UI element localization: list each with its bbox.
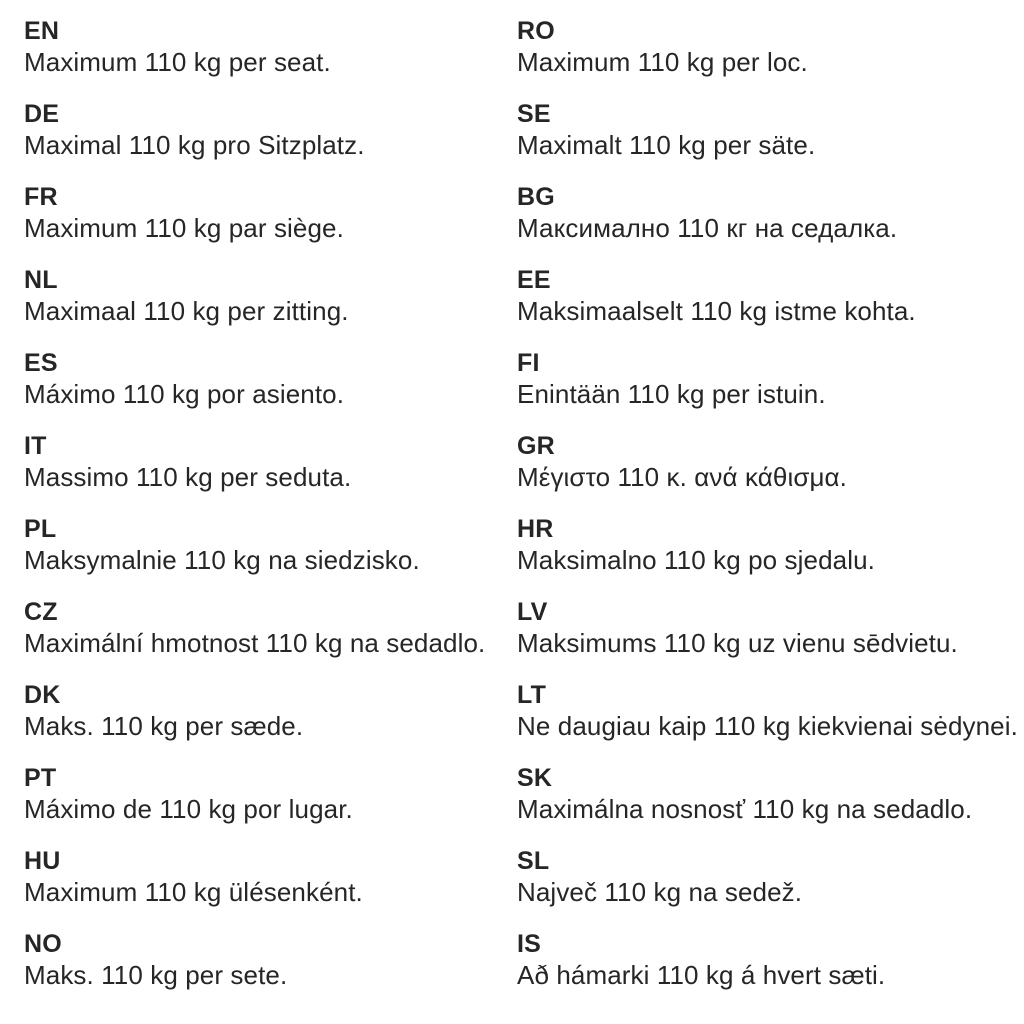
entry-fr: FR Maximum 110 kg par siège.	[24, 182, 517, 244]
entry-ee: EE Maksimaalselt 110 kg istme kohta.	[517, 265, 1024, 327]
entry-bg: BG Максимално 110 кг на седалка.	[517, 182, 1024, 244]
translation-text: Maksimalno 110 kg po sjedalu.	[517, 545, 875, 575]
entry-fi: FI Enintään 110 kg per istuin.	[517, 348, 1024, 410]
language-code: PL	[24, 515, 57, 543]
language-code: IT	[24, 432, 47, 460]
language-code: SE	[517, 100, 551, 128]
translation-text: Máximo 110 kg por asiento.	[24, 379, 345, 409]
translation-text: Að hámarki 110 kg á hvert sæti.	[517, 960, 886, 990]
language-code: EE	[517, 266, 551, 294]
left-column: EN Maximum 110 kg per seat. DE Maximal 1…	[24, 16, 517, 1012]
entry-sk: SK Maximálna nosnosť 110 kg na sedadlo.	[517, 763, 1024, 825]
language-code: ES	[24, 349, 58, 377]
translation-text: Največ 110 kg na sedež.	[517, 877, 803, 907]
translation-text: Maksymalnie 110 kg na siedzisko.	[24, 545, 420, 575]
translation-text: Maks. 110 kg per sete.	[24, 960, 288, 990]
translation-text: Maks. 110 kg per sæde.	[24, 711, 304, 741]
language-code: SK	[517, 764, 553, 792]
language-code: DK	[24, 681, 61, 709]
translation-text: Ne daugiau kaip 110 kg kiekvienai sėdyne…	[517, 711, 1018, 741]
translation-text: Massimo 110 kg per seduta.	[24, 462, 352, 492]
entry-is: IS Að hámarki 110 kg á hvert sæti.	[517, 929, 1024, 991]
entry-it: IT Massimo 110 kg per seduta.	[24, 431, 517, 493]
translation-text: Enintään 110 kg per istuin.	[517, 379, 826, 409]
entry-no: NO Maks. 110 kg per sete.	[24, 929, 517, 991]
language-code: HU	[24, 847, 61, 875]
translation-text: Maksimaalselt 110 kg istme kohta.	[517, 296, 916, 326]
language-code: LT	[517, 681, 547, 709]
entry-en: EN Maximum 110 kg per seat.	[24, 16, 517, 78]
right-column: RO Maximum 110 kg per loc. SE Maximalt 1…	[517, 16, 1024, 1012]
translation-text: Максимално 110 кг на седалка.	[517, 213, 898, 243]
entry-nl: NL Maximaal 110 kg per zitting.	[24, 265, 517, 327]
language-code: DE	[24, 100, 60, 128]
language-code: RO	[517, 17, 555, 45]
entry-pt: PT Máximo de 110 kg por lugar.	[24, 763, 517, 825]
translation-text: Maksimums 110 kg uz vienu sēdvietu.	[517, 628, 958, 658]
entry-pl: PL Maksymalnie 110 kg na siedzisko.	[24, 514, 517, 576]
language-code: LV	[517, 598, 548, 626]
language-code: GR	[517, 432, 555, 460]
translation-text: Maximaal 110 kg per zitting.	[24, 296, 349, 326]
translation-text: Maximální hmotnost 110 kg na sedadlo.	[24, 628, 486, 658]
language-code: NL	[24, 266, 58, 294]
language-code: FR	[24, 183, 58, 211]
language-code: PT	[24, 764, 57, 792]
language-code: SL	[517, 847, 550, 875]
entry-es: ES Máximo 110 kg por asiento.	[24, 348, 517, 410]
translation-text: Maximalt 110 kg per säte.	[517, 130, 816, 160]
language-code: BG	[517, 183, 555, 211]
entry-gr: GR Μέγιστο 110 κ. ανά κάθισμα.	[517, 431, 1024, 493]
entry-lv: LV Maksimums 110 kg uz vienu sēdvietu.	[517, 597, 1024, 659]
language-code: CZ	[24, 598, 58, 626]
entry-hr: HR Maksimalno 110 kg po sjedalu.	[517, 514, 1024, 576]
language-code: FI	[517, 349, 540, 377]
translation-text: Maximálna nosnosť 110 kg na sedadlo.	[517, 794, 973, 824]
translation-text: Μέγιστο 110 κ. ανά κάθισμα.	[517, 462, 847, 492]
translation-text: Maximum 110 kg par siège.	[24, 213, 344, 243]
entry-de: DE Maximal 110 kg pro Sitzplatz.	[24, 99, 517, 161]
language-code: IS	[517, 930, 542, 958]
translation-text: Maximal 110 kg pro Sitzplatz.	[24, 130, 365, 160]
language-code: NO	[24, 930, 62, 958]
entry-cz: CZ Maximální hmotnost 110 kg na sedadlo.	[24, 597, 517, 659]
entry-ro: RO Maximum 110 kg per loc.	[517, 16, 1024, 78]
translation-text: Maximum 110 kg per loc.	[517, 47, 808, 77]
entry-lt: LT Ne daugiau kaip 110 kg kiekvienai sėd…	[517, 680, 1024, 742]
entry-hu: HU Maximum 110 kg ülésenként.	[24, 846, 517, 908]
entry-dk: DK Maks. 110 kg per sæde.	[24, 680, 517, 742]
translation-text: Máximo de 110 kg por lugar.	[24, 794, 353, 824]
language-code: HR	[517, 515, 554, 543]
entry-sl: SL Največ 110 kg na sedež.	[517, 846, 1024, 908]
language-code: EN	[24, 17, 60, 45]
entry-se: SE Maximalt 110 kg per säte.	[517, 99, 1024, 161]
translation-text: Maximum 110 kg ülésenként.	[24, 877, 363, 907]
translation-text: Maximum 110 kg per seat.	[24, 47, 331, 77]
